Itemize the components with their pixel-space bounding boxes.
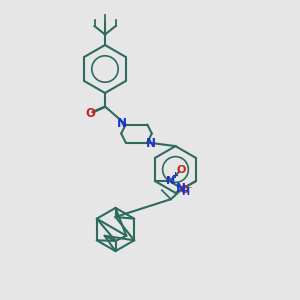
Text: O: O xyxy=(85,106,95,120)
Text: O: O xyxy=(180,185,189,195)
Text: N: N xyxy=(166,176,175,186)
Text: H: H xyxy=(182,187,190,197)
Text: ⁻: ⁻ xyxy=(186,185,192,195)
Text: O: O xyxy=(176,165,186,176)
Text: N: N xyxy=(117,117,127,130)
Text: N: N xyxy=(176,182,186,195)
Text: +: + xyxy=(172,171,178,180)
Text: N: N xyxy=(146,136,156,150)
